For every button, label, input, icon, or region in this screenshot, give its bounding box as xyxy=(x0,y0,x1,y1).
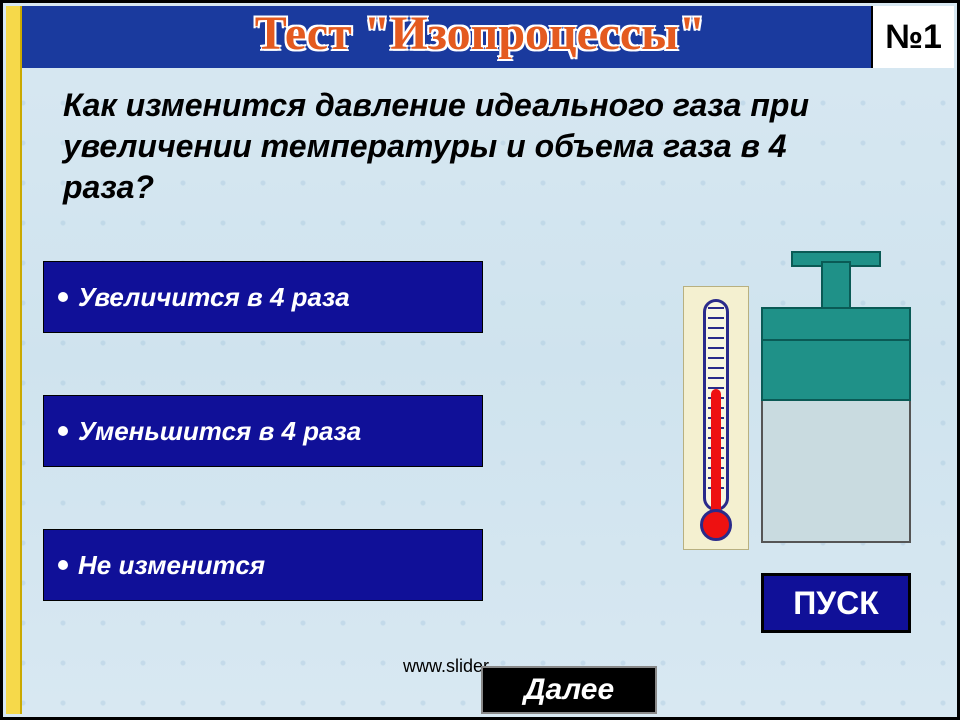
question-number-box: №1 xyxy=(871,6,954,68)
piston-head xyxy=(761,307,911,341)
slide: Тест "Изопроцессы" №1 Как изменится давл… xyxy=(0,0,960,720)
thermometer-bulb xyxy=(700,509,732,541)
bullet-icon xyxy=(58,560,68,570)
thermometer-panel xyxy=(683,286,749,550)
piston-body xyxy=(761,341,911,401)
answer-label: Увеличится в 4 раза xyxy=(78,282,350,313)
next-button-label: Далее xyxy=(524,673,614,707)
footer-credit: www.slider xyxy=(403,656,489,677)
start-button-label: ПУСК xyxy=(793,585,879,622)
start-button[interactable]: ПУСК xyxy=(761,573,911,633)
answer-option-1[interactable]: Увеличится в 4 раза xyxy=(43,261,483,333)
next-button[interactable]: Далее xyxy=(481,666,657,714)
left-accent-stripe xyxy=(6,6,22,714)
answer-label: Уменьшится в 4 раза xyxy=(78,416,361,447)
answer-option-3[interactable]: Не изменится xyxy=(43,529,483,601)
answer-label: Не изменится xyxy=(78,550,265,581)
piston-rod xyxy=(821,261,851,311)
slide-title: Тест "Изопроцессы" xyxy=(255,3,706,65)
answer-option-2[interactable]: Уменьшится в 4 раза xyxy=(43,395,483,467)
bullet-icon xyxy=(58,426,68,436)
bullet-icon xyxy=(58,292,68,302)
thermometer-fluid-column xyxy=(711,389,721,519)
question-text: Как изменится давление идеального газа п… xyxy=(63,85,883,208)
question-number: №1 xyxy=(885,18,942,57)
